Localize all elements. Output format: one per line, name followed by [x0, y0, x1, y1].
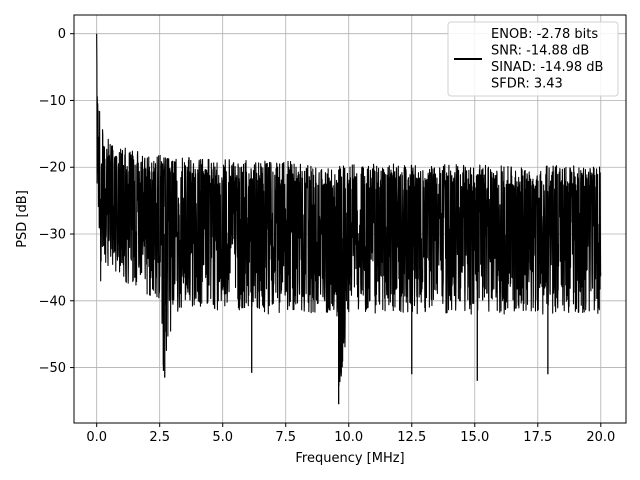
y-tick-label: −40: [39, 294, 66, 309]
legend-entry-text: ENOB: -2.78 bits: [491, 27, 598, 42]
x-tick-label: 2.5: [149, 430, 170, 445]
legend-entry-text: SINAD: -14.98 dB: [491, 60, 603, 75]
y-tick-label: −30: [39, 228, 66, 243]
y-tick-label: −20: [39, 161, 66, 176]
x-tick-label: 7.5: [275, 430, 296, 445]
x-tick-label: 5.0: [212, 430, 233, 445]
x-tick-label: 10.0: [334, 430, 363, 445]
x-tick-label: 20.0: [586, 430, 615, 445]
series-layer: [96, 33, 602, 405]
x-tick-label: 17.5: [523, 430, 552, 445]
y-tick-label: −10: [39, 94, 66, 109]
plot-frame: [73, 14, 627, 424]
y-tick-label: −50: [39, 361, 66, 376]
ticks-layer: 0.0 2.5 5.0 7.5 10.0 12.5 15.0 17.5 20.0 0 −10 −20 −…: [39, 27, 616, 445]
x-tick-label: 15.0: [460, 430, 489, 445]
x-tick-label: 0.0: [86, 430, 107, 445]
y-tick-label: 0: [58, 27, 66, 42]
legend-box: [447, 21, 619, 97]
x-tick-label: 12.5: [397, 430, 426, 445]
psd-series-line: [96, 33, 602, 387]
y-axis-label: PSD [dB]: [15, 190, 30, 248]
x-axis-label: Frequency [MHz]: [295, 451, 404, 466]
legend-entry-text: SFDR: 3.43: [491, 77, 563, 92]
legend-entry-text: SNR: -14.88 dB: [491, 44, 589, 59]
